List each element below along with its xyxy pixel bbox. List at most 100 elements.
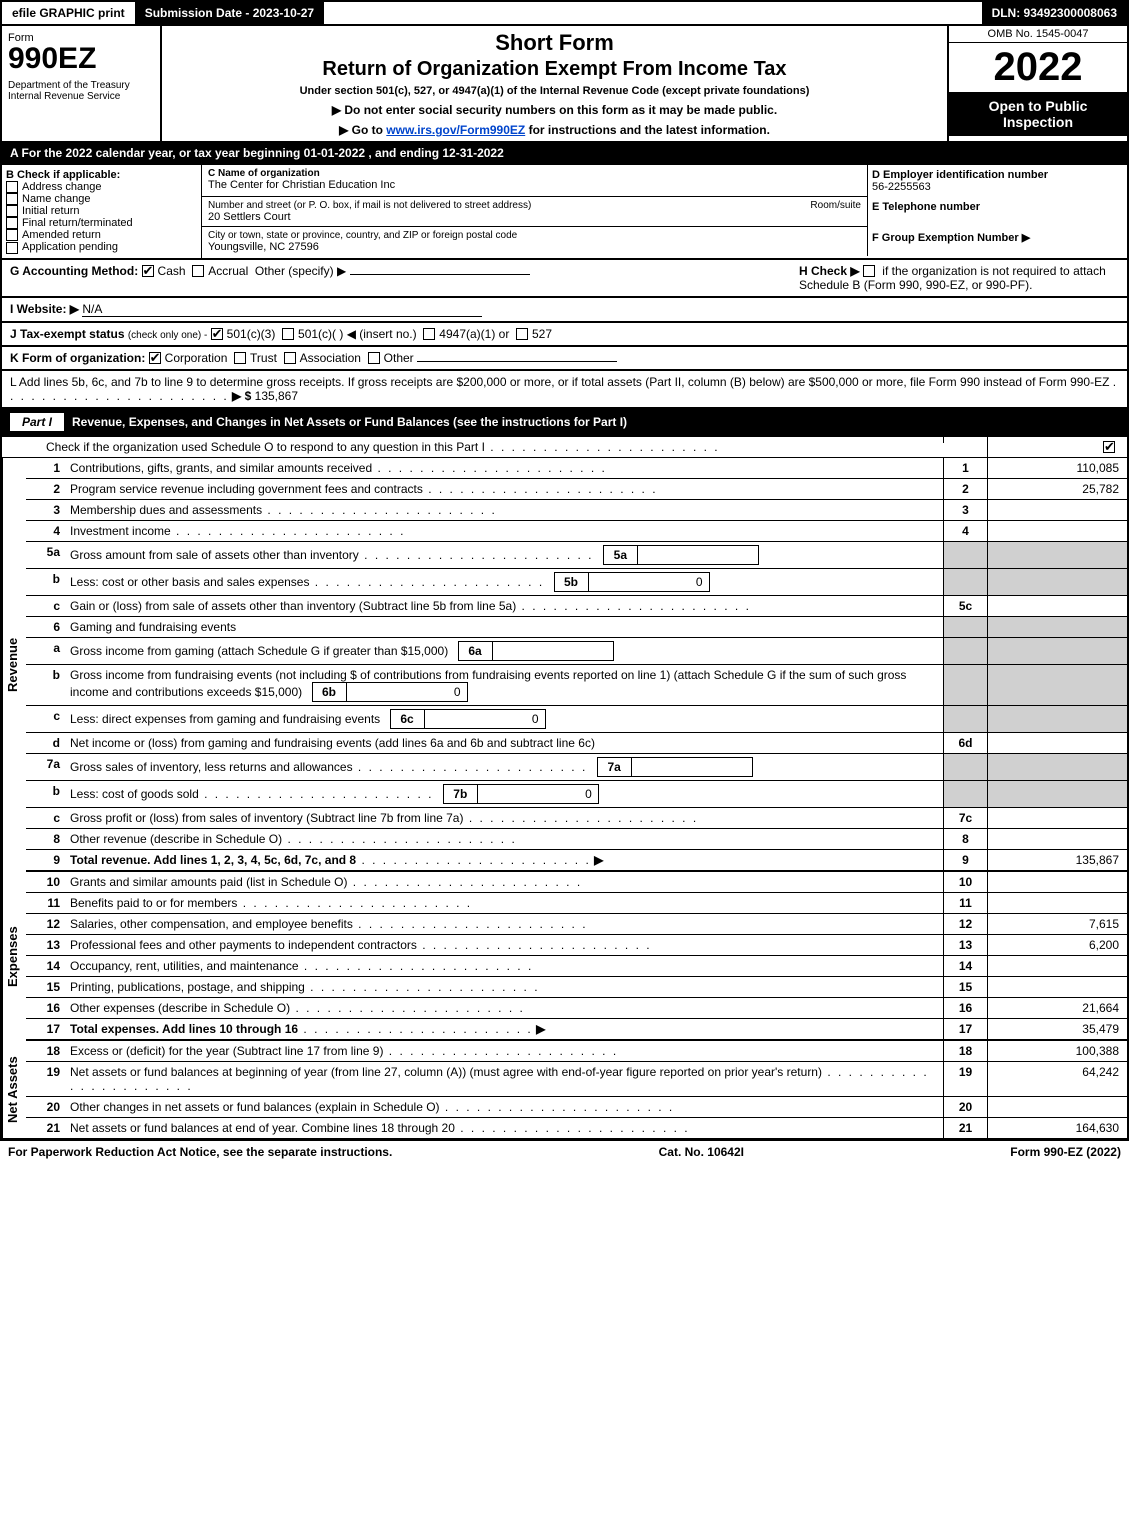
box-c-container: C Name of organization The Center for Ch… (202, 165, 1127, 258)
line-2-value: 25,782 (987, 479, 1127, 499)
box-e: E Telephone number (867, 197, 1127, 227)
line-6: 6 Gaming and fundraising events (26, 616, 1127, 637)
line-10: 10 Grants and similar amounts paid (list… (26, 872, 1127, 892)
gross-receipts-value: 135,867 (255, 389, 298, 403)
instruction-1: ▶ Do not enter social security numbers o… (170, 103, 939, 117)
line-18-value: 100,388 (987, 1041, 1127, 1061)
chk-name-change[interactable]: Name change (6, 193, 197, 205)
line-16-value: 21,664 (987, 998, 1127, 1018)
chk-amended-return[interactable]: Amended return (6, 229, 197, 241)
chk-schedule-o[interactable] (1103, 441, 1115, 453)
org-name: The Center for Christian Education Inc (208, 179, 861, 191)
row-h: H Check ▶ if the organization is not req… (799, 264, 1119, 292)
line-7c: c Gross profit or (loss) from sales of i… (26, 807, 1127, 828)
omb-number: OMB No. 1545-0047 (949, 26, 1127, 43)
chk-final-return[interactable]: Final return/terminated (6, 217, 197, 229)
line-15: 15 Printing, publications, postage, and … (26, 976, 1127, 997)
line-5a-value (638, 546, 758, 564)
chk-501c3[interactable] (211, 328, 223, 340)
line-8-value (987, 829, 1127, 849)
footer-left: For Paperwork Reduction Act Notice, see … (8, 1145, 392, 1159)
line-2: 2 Program service revenue including gove… (26, 478, 1127, 499)
line-9: 9 Total revenue. Add lines 1, 2, 3, 4, 5… (26, 849, 1127, 872)
line-13-value: 6,200 (987, 935, 1127, 955)
expenses-section: Expenses 10 Grants and similar amounts p… (0, 872, 1129, 1041)
form-header: Form 990EZ Department of the Treasury In… (0, 26, 1129, 143)
line-7c-value (987, 808, 1127, 828)
line-5c: c Gain or (loss) from sale of assets oth… (26, 595, 1127, 616)
other-accounting-input[interactable] (350, 274, 530, 275)
row-i: I Website: ▶ N/A (0, 298, 1129, 323)
arrow-icon: ▶ (536, 1022, 545, 1036)
line-18: 18 Excess or (deficit) for the year (Sub… (26, 1041, 1127, 1061)
revenue-section: Revenue 1 Contributions, gifts, grants, … (0, 458, 1129, 872)
line-9-value: 135,867 (987, 850, 1127, 870)
line-17: 17 Total expenses. Add lines 10 through … (26, 1018, 1127, 1041)
line-6d: d Net income or (loss) from gaming and f… (26, 732, 1127, 753)
box-c-name: C Name of organization The Center for Ch… (202, 165, 867, 197)
line-6b: b Gross income from fundraising events (… (26, 664, 1127, 705)
line-20-value (987, 1097, 1127, 1117)
chk-cash[interactable] (142, 265, 154, 277)
other-org-input[interactable] (417, 361, 617, 362)
section-a: A For the 2022 calendar year, or tax yea… (0, 143, 1129, 165)
efile-label[interactable]: efile GRAPHIC print (2, 2, 135, 24)
chk-accrual[interactable] (192, 265, 204, 277)
chk-501c[interactable] (282, 328, 294, 340)
line-6c: c Less: direct expenses from gaming and … (26, 705, 1127, 732)
part-i-header: Part I Revenue, Expenses, and Changes in… (0, 409, 1129, 437)
row-l: L Add lines 5b, 6c, and 7b to line 9 to … (0, 371, 1129, 409)
chk-schedule-b[interactable] (863, 265, 875, 277)
line-5a: 5a Gross amount from sale of assets othe… (26, 541, 1127, 568)
line-7b: b Less: cost of goods sold 7b0 (26, 780, 1127, 807)
org-city: Youngsville, NC 27596 (208, 241, 861, 253)
open-to-public: Open to Public Inspection (949, 92, 1127, 136)
line-7a: 7a Gross sales of inventory, less return… (26, 753, 1127, 780)
chk-application-pending[interactable]: Application pending (6, 241, 197, 253)
header-left: Form 990EZ Department of the Treasury In… (2, 26, 162, 141)
line-19-value: 64,242 (987, 1062, 1127, 1096)
line-12-value: 7,615 (987, 914, 1127, 934)
irs-link[interactable]: www.irs.gov/Form990EZ (386, 123, 525, 137)
chk-4947[interactable] (423, 328, 435, 340)
chk-other-org[interactable] (368, 352, 380, 364)
expenses-label: Expenses (2, 872, 26, 1041)
org-address: 20 Settlers Court (208, 211, 861, 223)
row-j: J Tax-exempt status (check only one) - 5… (0, 323, 1129, 347)
chk-association[interactable] (284, 352, 296, 364)
line-21-value: 164,630 (987, 1118, 1127, 1138)
box-d: D Employer identification number 56-2255… (867, 165, 1127, 197)
form-title-1: Short Form (170, 30, 939, 56)
box-b: B Check if applicable: Address change Na… (2, 165, 202, 258)
arrow-icon: ▶ (594, 853, 603, 867)
page-footer: For Paperwork Reduction Act Notice, see … (0, 1140, 1129, 1163)
dln: DLN: 93492300008063 (982, 2, 1127, 24)
line-1: 1 Contributions, gifts, grants, and simi… (26, 458, 1127, 478)
form-title-2: Return of Organization Exempt From Incom… (170, 58, 939, 81)
line-6d-value (987, 733, 1127, 753)
chk-initial-return[interactable]: Initial return (6, 205, 197, 217)
box-b-title: B Check if applicable: (6, 169, 197, 181)
chk-address-change[interactable]: Address change (6, 181, 197, 193)
line-21: 21 Net assets or fund balances at end of… (26, 1117, 1127, 1138)
chk-corporation[interactable] (149, 352, 161, 364)
line-4-value (987, 521, 1127, 541)
row-k: K Form of organization: Corporation Trus… (0, 347, 1129, 371)
part-i-title: Revenue, Expenses, and Changes in Net As… (72, 415, 1127, 429)
box-c-city: City or town, state or province, country… (202, 227, 867, 256)
line-10-value (987, 872, 1127, 892)
header-right: OMB No. 1545-0047 2022 Open to Public In… (947, 26, 1127, 141)
form-number: 990EZ (8, 44, 154, 74)
submission-date: Submission Date - 2023-10-27 (135, 2, 324, 24)
line-8: 8 Other revenue (describe in Schedule O)… (26, 828, 1127, 849)
website-value: N/A (82, 302, 482, 317)
header-center: Short Form Return of Organization Exempt… (162, 26, 947, 141)
line-5b-value: 0 (589, 573, 709, 591)
part-i-check-line: Check if the organization used Schedule … (0, 437, 1129, 458)
row-g-h: G Accounting Method: Cash Accrual Other … (0, 260, 1129, 298)
chk-trust[interactable] (234, 352, 246, 364)
instr2-post: for instructions and the latest informat… (525, 123, 770, 137)
chk-527[interactable] (516, 328, 528, 340)
line-19: 19 Net assets or fund balances at beginn… (26, 1061, 1127, 1096)
line-6a: a Gross income from gaming (attach Sched… (26, 637, 1127, 664)
